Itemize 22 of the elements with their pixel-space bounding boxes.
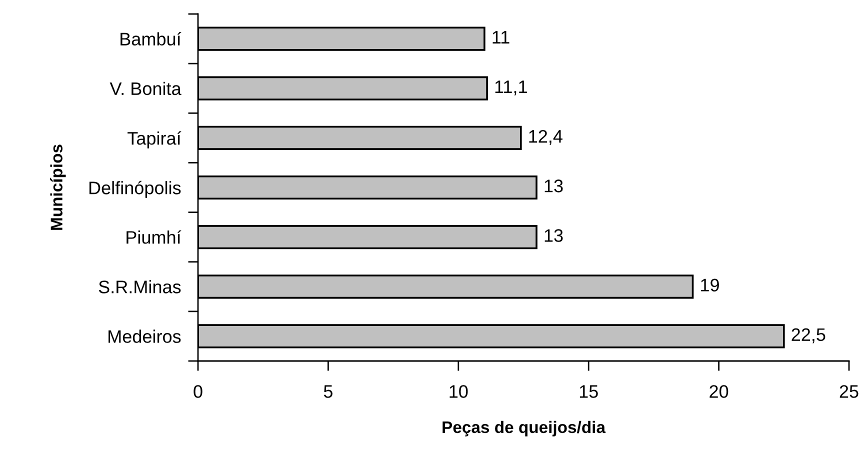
data-label: 22,5 (792, 328, 826, 344)
x-axis-title: Peças de queijos/dia (442, 420, 606, 436)
y-tick-label: Bambuí (120, 32, 182, 46)
data-label: 13 (544, 229, 563, 242)
data-label: 13 (544, 180, 563, 192)
y-tick-label: Medeiros (108, 330, 181, 343)
x-tick-label: 0 (194, 385, 202, 398)
data-label: 19 (701, 278, 719, 292)
data-label: 11,1 (495, 80, 527, 96)
x-tick-label: 20 (710, 385, 728, 398)
y-tick-label: Delfinópolis (89, 180, 181, 198)
x-tick-label: 10 (450, 385, 468, 398)
data-label: 11 (492, 31, 510, 44)
x-tick-label: 15 (580, 385, 598, 398)
y-axis-title: Municípios (50, 144, 66, 230)
y-tick-label: V. Bonita (110, 82, 182, 96)
y-tick-label: Tapiraí (128, 131, 182, 148)
y-tick-label: S.R.Minas (98, 280, 181, 294)
y-tick-label: Piumhí (126, 230, 182, 244)
data-label: 12,4 (529, 130, 562, 145)
x-tick-label: 25 (840, 385, 858, 398)
x-tick-label: 5 (324, 385, 332, 398)
